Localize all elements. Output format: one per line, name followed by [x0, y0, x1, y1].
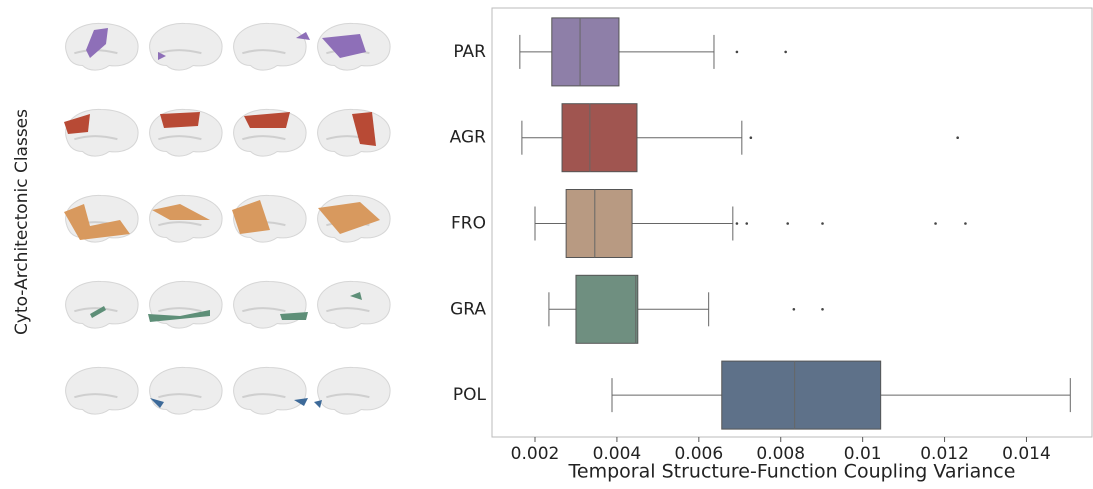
outlier — [750, 136, 753, 139]
outlier — [821, 308, 824, 311]
x-tick-label: 0.006 — [674, 444, 723, 464]
box — [552, 18, 619, 86]
outlier — [956, 136, 959, 139]
outlier — [934, 222, 937, 225]
box — [566, 190, 632, 258]
outlier — [745, 222, 748, 225]
outlier — [784, 51, 787, 54]
chart: Cyto-Architectonic Classes Temporal Stru… — [0, 0, 1093, 489]
y-axis-label: Cyto-Architectonic Classes — [12, 109, 32, 335]
outlier — [964, 222, 967, 225]
outlier — [736, 222, 739, 225]
x-tick-label: 0.014 — [1002, 444, 1051, 464]
outlier — [736, 51, 739, 54]
y-tick-label: AGR — [450, 128, 487, 148]
brain-panel — [64, 23, 390, 414]
x-tick-label: 0.012 — [920, 444, 969, 464]
y-tick-label: GRA — [450, 299, 486, 319]
box — [722, 361, 881, 429]
box — [576, 275, 638, 343]
y-tick-label: FRO — [451, 214, 486, 234]
x-tick-label: 0.004 — [593, 444, 642, 464]
outlier — [793, 308, 796, 311]
x-tick-label: 0.002 — [511, 444, 560, 464]
y-tick-label: POL — [453, 385, 487, 405]
outlier — [821, 222, 824, 225]
y-tick-label: PAR — [453, 42, 486, 62]
box — [562, 104, 637, 172]
x-tick-label: 0.01 — [844, 444, 882, 464]
outlier — [786, 222, 789, 225]
x-tick-label: 0.008 — [756, 444, 805, 464]
